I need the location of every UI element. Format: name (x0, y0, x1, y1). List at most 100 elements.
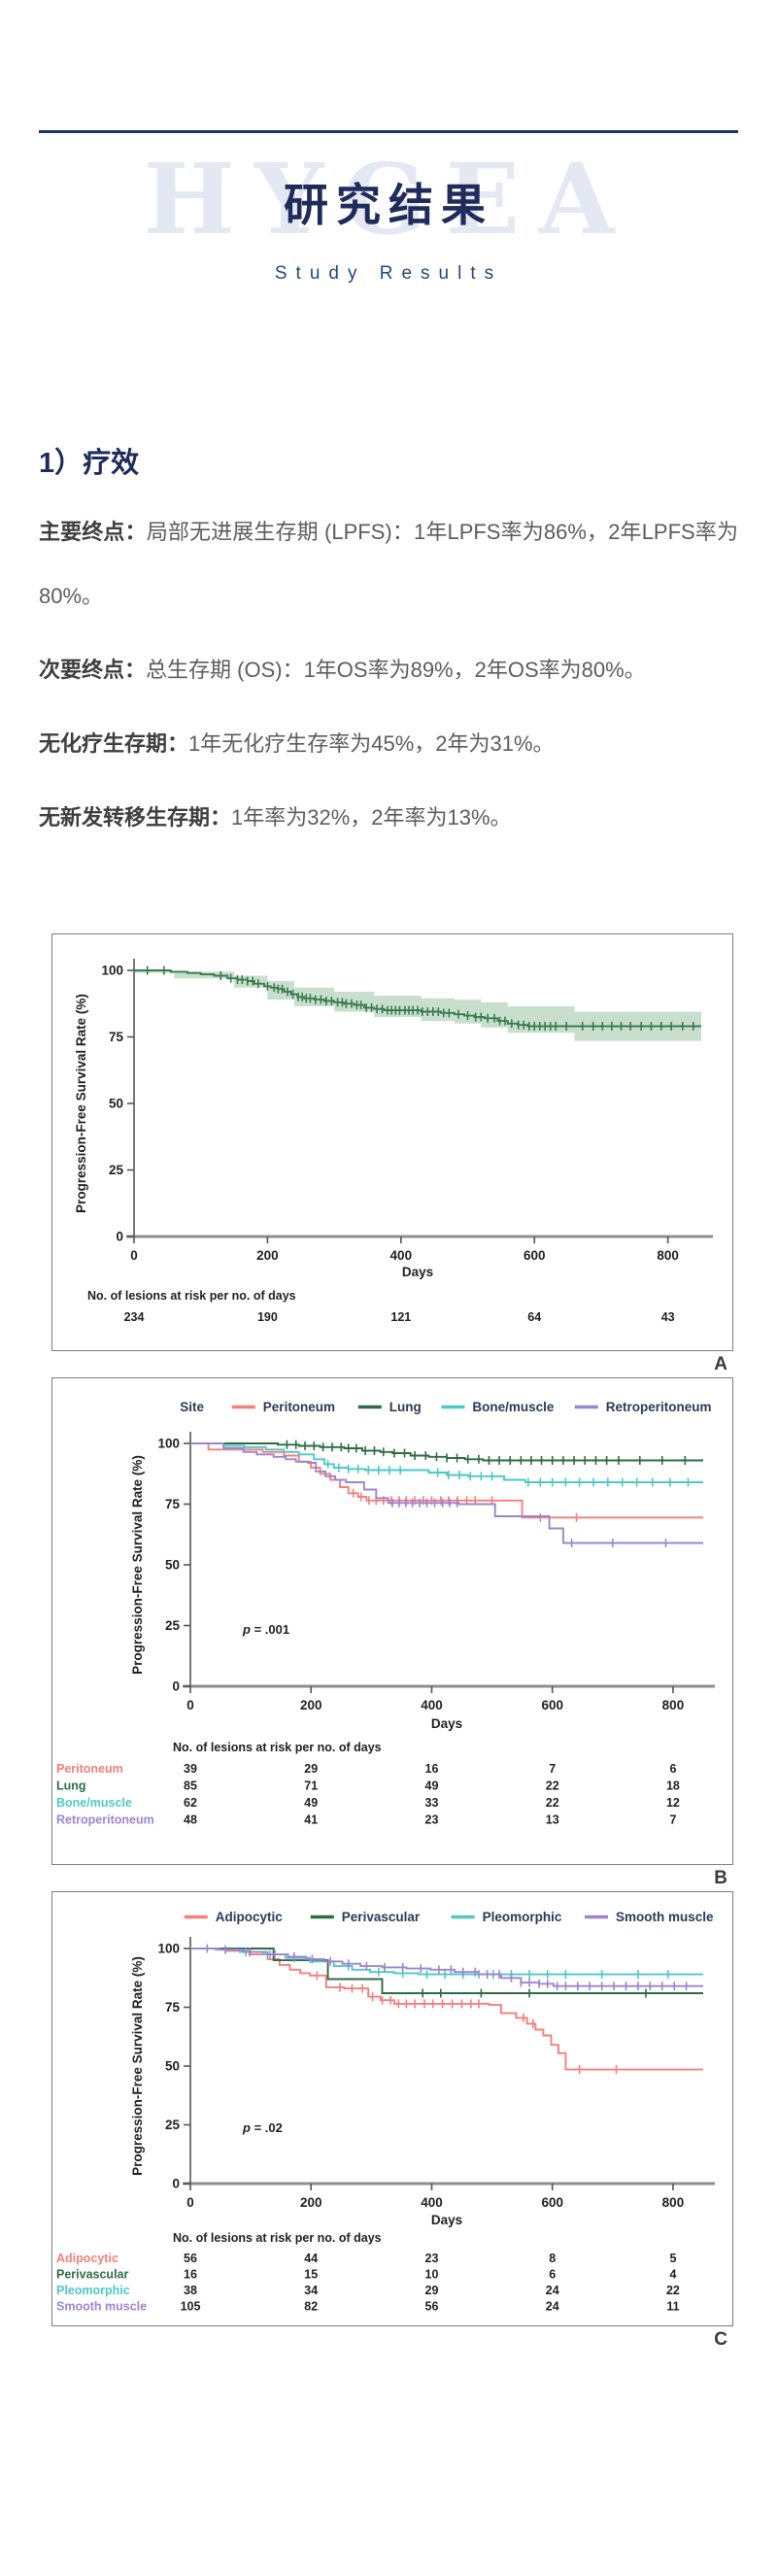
svg-text:25: 25 (109, 1163, 124, 1177)
svg-text:400: 400 (421, 2195, 443, 2210)
svg-text:Retroperitoneum: Retroperitoneum (606, 1400, 712, 1414)
svg-text:Pleomorphic: Pleomorphic (483, 1910, 562, 1924)
svg-text:Site: Site (180, 1400, 204, 1414)
svg-text:13: 13 (546, 1813, 559, 1827)
svg-text:600: 600 (524, 1248, 546, 1263)
svg-text:190: 190 (257, 1310, 278, 1324)
svg-text:8: 8 (549, 2252, 556, 2265)
svg-text:800: 800 (662, 1698, 685, 1712)
svg-text:25: 25 (165, 2118, 181, 2132)
svg-text:0: 0 (130, 1248, 138, 1263)
svg-text:39: 39 (184, 1762, 197, 1776)
watermark-text: HYGEA (143, 142, 634, 256)
svg-text:0: 0 (186, 1698, 194, 1712)
paragraph-new-metastasis-free-survival: 无新发转移生存期：1年率为32%，2年率为13%。 (39, 786, 738, 850)
km-chart-a: 0 25 50 75 100 0 200 400 600 800 Progression-Free … (51, 933, 733, 1351)
svg-text:Bone/muscle: Bone/muscle (56, 1796, 132, 1810)
svg-text:Days: Days (402, 1265, 433, 1279)
svg-text:p = .001: p = .001 (242, 1622, 289, 1637)
svg-text:24: 24 (546, 2300, 559, 2314)
svg-text:4: 4 (669, 2268, 676, 2282)
svg-text:75: 75 (109, 1030, 124, 1044)
svg-text:56: 56 (425, 2300, 439, 2314)
svg-text:49: 49 (304, 1796, 318, 1810)
charts-section: 0 25 50 75 100 0 200 400 600 800 Progression-Free … (0, 933, 777, 2353)
svg-text:No. of lesions at risk per no.: No. of lesions at risk per no. of days (173, 2231, 382, 2245)
svg-text:50: 50 (109, 1097, 123, 1111)
svg-text:Days: Days (431, 2213, 462, 2227)
svg-text:100: 100 (157, 1942, 180, 1956)
panel-label-c: C (714, 2329, 727, 2350)
svg-text:No. of lesions at risk per no.: No. of lesions at risk per no. of days (173, 1741, 382, 1754)
svg-text:33: 33 (425, 1796, 439, 1810)
svg-text:Perivascular: Perivascular (56, 2268, 128, 2282)
svg-text:5: 5 (669, 2252, 676, 2265)
svg-text:Perivascular: Perivascular (342, 1910, 421, 1924)
paragraph-label: 无化疗生存期： (39, 731, 189, 756)
svg-text:Retroperitoneum: Retroperitoneum (56, 1813, 154, 1827)
svg-text:Peritoneum: Peritoneum (56, 1762, 123, 1776)
svg-text:12: 12 (666, 1796, 680, 1810)
svg-text:56: 56 (184, 2252, 197, 2265)
svg-text:600: 600 (541, 2195, 563, 2210)
svg-text:121: 121 (390, 1310, 411, 1324)
svg-text:105: 105 (181, 2300, 201, 2314)
km-chart-b: 0 25 50 75 100 0 200 400 600 800 Progression-Free … (51, 1377, 733, 1865)
svg-text:Pleomorphic: Pleomorphic (56, 2284, 130, 2297)
svg-text:Lung: Lung (56, 1779, 86, 1793)
paragraph-text: 1年率为32%，2年率为13%。 (231, 805, 512, 830)
svg-text:Adipocytic: Adipocytic (56, 2252, 118, 2265)
svg-text:29: 29 (425, 2284, 439, 2297)
header-rule (39, 130, 738, 133)
svg-text:200: 200 (300, 1698, 322, 1712)
svg-text:Smooth muscle: Smooth muscle (56, 2300, 147, 2314)
paragraph-text: 1年无化疗生存率为45%，2年为31%。 (188, 731, 555, 756)
title-block: HYGEA 研究结果 Study Results (0, 133, 777, 306)
svg-text:200: 200 (300, 2195, 322, 2210)
km-chart-b-block: 0 25 50 75 100 0 200 400 600 800 Progression-Free … (51, 1377, 733, 1891)
section-heading: 1）疗效 (39, 448, 140, 479)
svg-text:6: 6 (549, 2268, 556, 2282)
km-chart-a-block: 0 25 50 75 100 0 200 400 600 800 Progression-Free … (51, 933, 733, 1377)
svg-text:62: 62 (184, 1796, 197, 1810)
svg-text:25: 25 (165, 1618, 181, 1633)
svg-text:600: 600 (541, 1698, 563, 1712)
svg-text:Bone/muscle: Bone/muscle (472, 1400, 555, 1414)
svg-text:Adipocytic: Adipocytic (216, 1910, 284, 1924)
page-title: 研究结果 (284, 180, 493, 230)
svg-text:24: 24 (546, 2284, 559, 2297)
svg-text:49: 49 (425, 1779, 439, 1793)
svg-text:71: 71 (304, 1779, 318, 1793)
svg-text:200: 200 (256, 1248, 279, 1263)
svg-text:800: 800 (662, 2195, 685, 2210)
svg-text:Progression-Free Survival Rate: Progression-Free Survival Rate (%) (130, 1455, 145, 1675)
svg-text:0: 0 (172, 1679, 180, 1694)
svg-text:75: 75 (165, 2000, 181, 2015)
svg-text:10: 10 (425, 2268, 439, 2282)
svg-text:18: 18 (666, 1779, 680, 1793)
svg-text:Days: Days (431, 1716, 462, 1731)
paragraph-label: 次要终点： (39, 658, 147, 682)
paragraph-primary-endpoint: 主要终点：局部无进展生存期 (LPFS)：1年LPFS率为86%，2年LPFS率… (39, 500, 738, 628)
paragraph-text: 局部无进展生存期 (LPFS)：1年LPFS率为86%，2年LPFS率为80%。 (39, 520, 738, 608)
svg-text:50: 50 (165, 2059, 180, 2074)
km-chart-c: 0 25 50 75 100 0 200 400 600 800 Progression-Free … (51, 1891, 733, 2326)
svg-text:75: 75 (165, 1497, 181, 1511)
svg-text:48: 48 (184, 1813, 197, 1827)
svg-text:234: 234 (124, 1310, 145, 1324)
svg-text:0: 0 (186, 2195, 194, 2210)
svg-text:11: 11 (666, 2300, 679, 2314)
svg-text:38: 38 (184, 2284, 197, 2297)
svg-text:Smooth muscle: Smooth muscle (616, 1910, 714, 1924)
paragraph-label: 主要终点： (39, 520, 147, 544)
svg-text:6: 6 (669, 1762, 676, 1776)
svg-text:p = .02: p = .02 (242, 2120, 283, 2135)
svg-text:400: 400 (421, 1698, 443, 1712)
svg-text:22: 22 (546, 1796, 559, 1810)
svg-text:22: 22 (666, 2284, 680, 2297)
svg-text:400: 400 (390, 1248, 413, 1263)
svg-text:16: 16 (425, 1762, 439, 1776)
svg-text:23: 23 (425, 2252, 439, 2265)
svg-text:82: 82 (304, 2300, 318, 2314)
svg-text:23: 23 (425, 1813, 439, 1827)
